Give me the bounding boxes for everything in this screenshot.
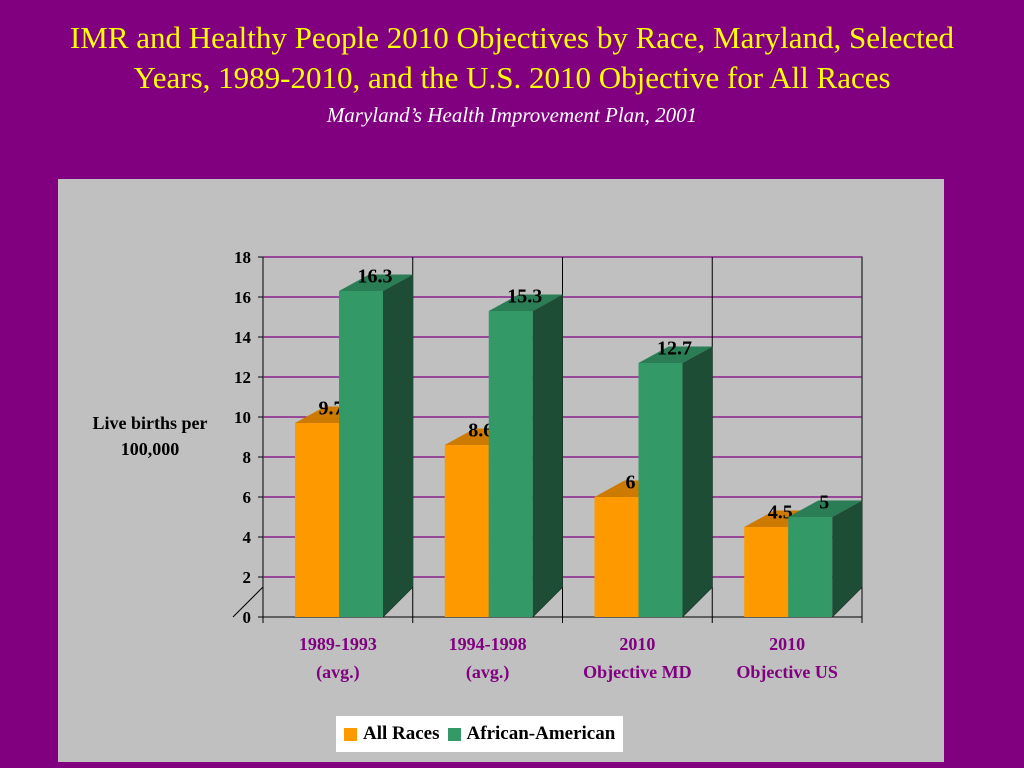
legend-item-all-races: All Races: [344, 723, 440, 745]
data-label: 8.6: [468, 420, 493, 442]
floor-line: [232, 586, 264, 618]
y-axis-label: Live births per 100,000: [70, 410, 230, 462]
y-tick-label: 0: [243, 608, 252, 627]
legend-label-african-american: African-American: [466, 723, 616, 744]
bar-top-african-american: [638, 346, 713, 363]
bar-all-races: [444, 445, 489, 617]
bar-top-african-american: [488, 294, 563, 311]
y-tick-label: 12: [234, 368, 251, 387]
bar-side-african-american: [832, 500, 863, 617]
bar-african-american: [488, 311, 533, 617]
bar-all-races: [594, 497, 639, 617]
legend-label-all-races: All Races: [363, 723, 440, 744]
x-tick-label: Objective MD: [583, 662, 691, 682]
y-tick-label: 18: [234, 248, 251, 267]
chart-title: IMR and Healthy People 2010 Objectives b…: [0, 18, 1024, 98]
bar-side-african-american: [383, 274, 413, 617]
chart-subtitle: Maryland’s Health Improvement Plan, 2001: [326, 103, 698, 127]
y-tick-label: 2: [243, 568, 252, 587]
data-label: 6: [626, 472, 636, 494]
legend-swatch-all-races: [344, 727, 357, 741]
x-tick-label: 1994-1998: [449, 634, 527, 654]
data-label: 16.3: [358, 266, 393, 288]
data-label: 15.3: [507, 286, 542, 308]
y-tick-label: 4: [243, 528, 252, 547]
y-tick-label: 8: [243, 448, 252, 467]
data-label: 5: [819, 492, 829, 514]
bar-african-american: [788, 517, 833, 617]
x-tick-label: 1989-1993: [299, 634, 377, 654]
x-tick-label: (avg.): [316, 662, 360, 683]
y-tick-label: 10: [234, 408, 251, 427]
bar-side-african-american: [682, 346, 713, 617]
bar-top-african-american: [339, 274, 413, 291]
legend-swatch-african-american: [447, 727, 461, 741]
y-axis-label-line-2: 100,000: [120, 439, 180, 459]
chart-title-line-1: IMR and Healthy People 2010 Objectives b…: [69, 20, 955, 55]
x-tick-label: 2010: [769, 634, 805, 654]
bar-african-american: [638, 363, 683, 617]
data-label: 12.7: [657, 338, 692, 360]
y-axis-label-line-1: Live births per: [92, 413, 208, 433]
bar-top-african-american: [788, 500, 863, 517]
data-label: 9.7: [319, 398, 344, 420]
bar-side-african-american: [532, 294, 563, 617]
bar-african-american: [339, 291, 383, 617]
y-tick-label: 16: [234, 288, 251, 307]
legend-item-african-american: African-American: [447, 723, 616, 745]
legend: All Races African-American: [336, 716, 624, 752]
y-tick-label: 14: [234, 328, 252, 347]
chart-title-line-2: Years, 1989-2010, and the U.S. 2010 Obje…: [133, 60, 891, 95]
x-tick-label: (avg.): [466, 662, 510, 683]
y-tick-label: 6: [243, 488, 252, 507]
data-label: 4.5: [768, 502, 793, 524]
x-tick-label: 2010: [619, 634, 655, 654]
bar-all-races: [295, 423, 339, 617]
bar-all-races: [744, 527, 789, 617]
x-tick-label: Objective US: [736, 662, 837, 682]
